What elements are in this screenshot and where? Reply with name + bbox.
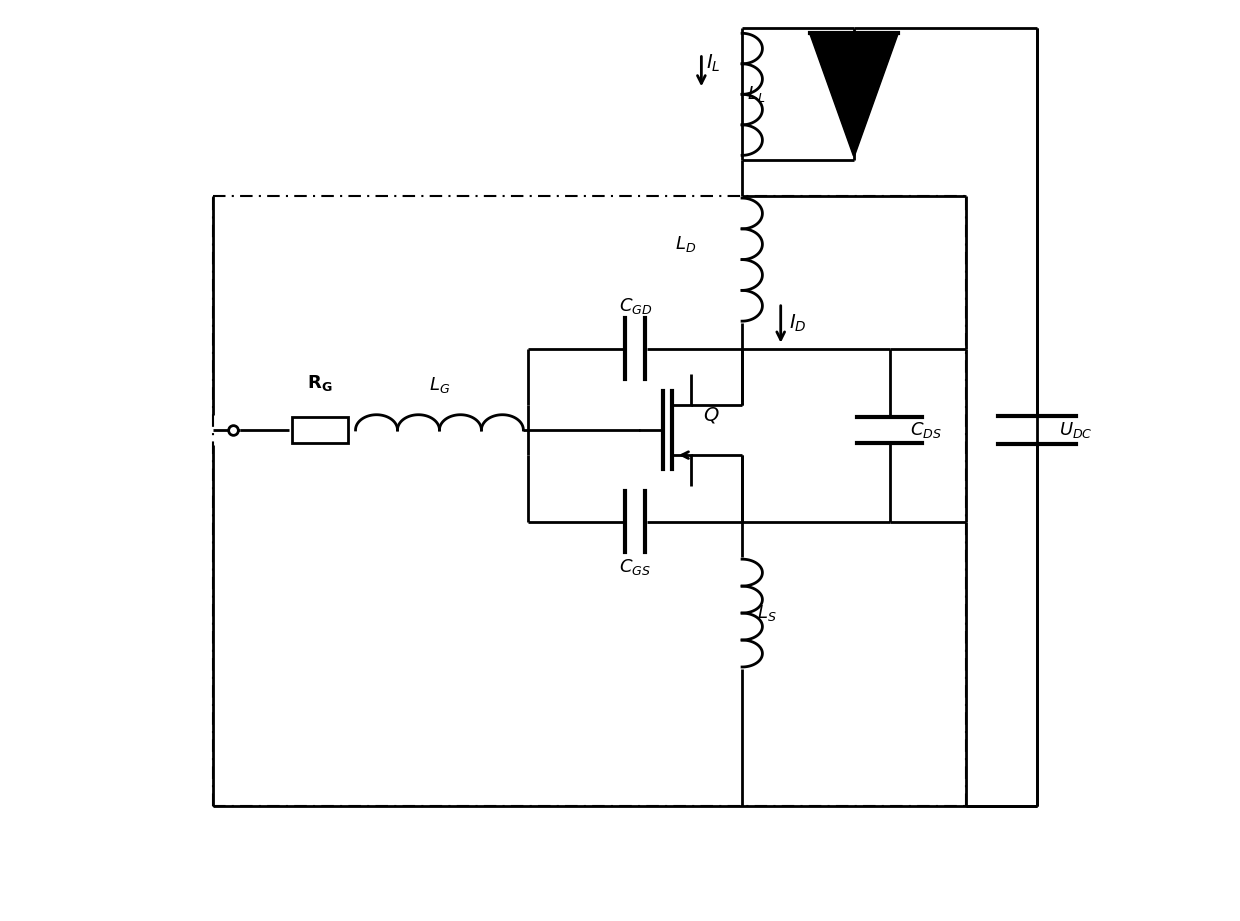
Text: $C_{DS}$: $C_{DS}$ [910,420,941,440]
Bar [291,417,348,443]
Text: $Q$: $Q$ [703,404,720,425]
Polygon shape [811,33,898,156]
Text: $C_{GS}$: $C_{GS}$ [619,557,651,577]
Text: $L_L$: $L_L$ [748,85,765,104]
Text: $L_S$: $L_S$ [758,603,777,624]
Text: $L_G$: $L_G$ [429,376,450,395]
Text: $L_D$: $L_D$ [675,234,697,254]
Text: $C_{GD}$: $C_{GD}$ [619,296,652,316]
Text: $I_L$: $I_L$ [707,53,720,75]
Text: $\mathbf{R_G}$: $\mathbf{R_G}$ [308,373,332,393]
Text: $I_D$: $I_D$ [789,312,806,333]
Text: $U_{DC}$: $U_{DC}$ [1059,420,1092,440]
